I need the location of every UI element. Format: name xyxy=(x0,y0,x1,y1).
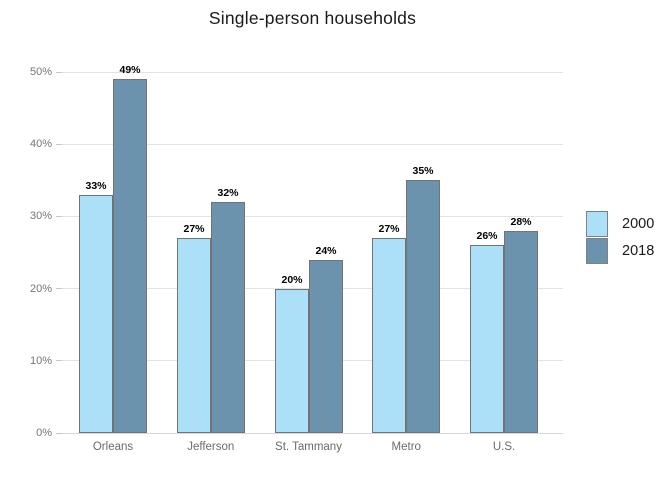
y-tick-label: 10% xyxy=(29,354,52,367)
y-tick-mark xyxy=(56,432,62,434)
legend-item-2018: 2018 xyxy=(586,238,654,264)
bar-value-label: 49% xyxy=(119,64,141,76)
bar-2018-jefferson xyxy=(211,202,245,433)
bar-2018-u-s- xyxy=(504,231,538,433)
bar-value-label: 35% xyxy=(412,165,434,177)
bar-2000-orleans xyxy=(79,195,113,433)
y-tick-label: 30% xyxy=(29,210,52,223)
legend: 2000 2018 xyxy=(586,211,654,265)
y-tick-label: 40% xyxy=(29,138,52,151)
x-tick-label-st-tammany: St. Tammany xyxy=(275,441,342,453)
bar-2018-metro xyxy=(406,180,440,433)
bar-value-label: 26% xyxy=(476,230,498,242)
bar-2018-st-tammany xyxy=(309,260,343,433)
legend-label-2000: 2000 xyxy=(622,216,655,232)
x-tick-label-metro: Metro xyxy=(391,441,421,453)
bar-2000-jefferson xyxy=(177,238,211,433)
bar-2000-st-tammany xyxy=(275,289,309,433)
gridline-50 xyxy=(62,71,563,73)
x-tick-label-orleans: Orleans xyxy=(92,441,134,453)
y-tick-mark xyxy=(56,143,62,145)
y-tick-mark xyxy=(56,215,62,217)
bar-2000-u-s- xyxy=(470,245,504,433)
bar-value-label: 27% xyxy=(183,223,205,235)
bar-2000-metro xyxy=(372,238,406,433)
legend-item-2000: 2000 xyxy=(586,211,654,237)
gridline-30 xyxy=(62,215,563,217)
y-tick-label: 20% xyxy=(29,282,52,295)
bar-value-label: 33% xyxy=(85,180,107,192)
bar-2018-orleans xyxy=(113,79,147,433)
y-tick-mark xyxy=(56,360,62,362)
bar-value-label: 24% xyxy=(315,245,337,257)
legend-label-2018: 2018 xyxy=(622,243,655,259)
gridline-0 xyxy=(62,432,563,434)
bar-value-label: 20% xyxy=(281,274,303,286)
gridline-40 xyxy=(62,143,563,145)
plot-area: 33% 27% 20% 27% 26% 49% 32% 24% 35% 28% xyxy=(62,64,563,434)
x-tick-label-u-s-: U.S. xyxy=(492,441,516,453)
bar-value-label: 27% xyxy=(378,223,400,235)
legend-swatch-2018 xyxy=(586,238,608,264)
y-tick-mark xyxy=(56,288,62,290)
legend-swatch-2000 xyxy=(586,211,608,237)
bar-value-label: 28% xyxy=(510,216,532,228)
chart-title: Single-person households xyxy=(208,8,417,28)
y-tick-label: 50% xyxy=(29,66,52,78)
x-tick-label-jefferson: Jefferson xyxy=(187,441,235,453)
y-tick-mark xyxy=(56,71,62,73)
y-tick-label: 0% xyxy=(36,427,52,439)
bar-value-label: 32% xyxy=(217,187,239,199)
